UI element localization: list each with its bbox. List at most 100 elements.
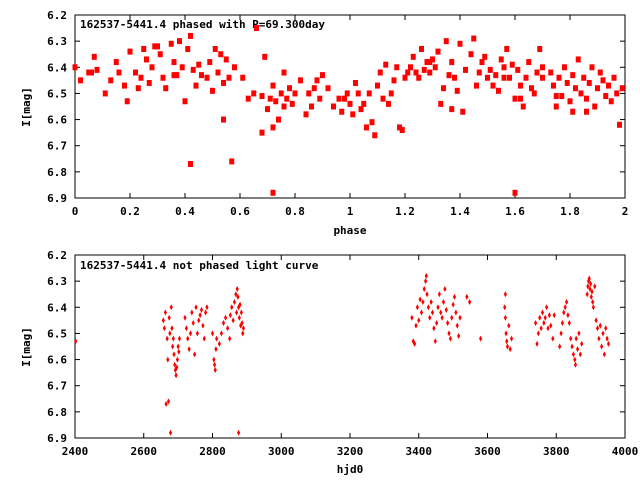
unphased-data-point: [598, 322, 602, 329]
phased-data-point: [460, 108, 466, 115]
unphased-data-point: [589, 280, 593, 287]
unphased-data-point: [588, 285, 592, 292]
unphased-data-point: [175, 364, 179, 371]
phased-data-point: [204, 74, 210, 81]
unphased-data-point: [600, 343, 604, 350]
unphased-data-point: [465, 293, 469, 300]
phased-data-point: [168, 40, 174, 47]
phased-data-point: [463, 66, 468, 73]
unphased-data-point: [546, 325, 550, 332]
unphased-data-point: [234, 291, 238, 298]
phased-data-point: [537, 45, 543, 52]
phased-data-point: [452, 74, 457, 81]
phased-data-point: [138, 74, 144, 81]
phased-data-point: [512, 189, 518, 196]
unphased-x-tick-label: 2400: [62, 445, 89, 458]
unphased-data-point: [174, 372, 178, 379]
phased-x-tick-label: 2: [622, 205, 629, 218]
unphased-x-tick-label: 3200: [337, 445, 364, 458]
unphased-data-point: [457, 333, 461, 340]
phased-data-point: [518, 82, 523, 89]
unphased-data-point: [168, 330, 172, 337]
unphased-y-tick-label: 6.6: [47, 354, 67, 367]
phased-data-point: [410, 53, 416, 60]
unphased-data-point: [535, 340, 539, 347]
unphased-y-tick-label: 6.3: [47, 275, 67, 288]
unphased-data-point: [562, 309, 566, 316]
phased-data-point: [592, 103, 598, 110]
phased-data-point: [573, 85, 578, 92]
unphased-data-point: [606, 340, 611, 347]
phased-y-tick-label: 6.6: [47, 114, 67, 127]
phased-data-point: [606, 82, 611, 89]
phased-data-point: [331, 103, 336, 110]
phased-data-point: [149, 64, 155, 71]
unphased-data-point: [163, 309, 168, 316]
phased-data-point: [380, 95, 386, 102]
phased-data-point: [383, 61, 389, 68]
phased-data-point: [325, 85, 331, 92]
phased-data-point: [155, 43, 160, 50]
phased-data-point: [221, 116, 226, 123]
phased-data-point: [133, 69, 138, 76]
phased-data-point: [265, 106, 270, 113]
phased-data-point: [468, 51, 474, 58]
unphased-data-point: [162, 325, 166, 332]
unphased-data-point: [410, 314, 414, 321]
phased-data-point: [207, 59, 213, 66]
phased-data-point: [251, 90, 257, 97]
unphased-data-point: [574, 335, 578, 342]
phased-data-point: [479, 59, 485, 66]
unphased-data-point: [577, 330, 581, 337]
unphased-plot-frame: [74, 254, 626, 439]
phased-data-point: [471, 35, 477, 42]
phased-data-point: [548, 69, 554, 76]
phased-data-point: [520, 103, 526, 110]
unphased-data-point: [232, 299, 237, 306]
phased-data-point: [223, 56, 229, 63]
unphased-x-tick-label: 3400: [406, 445, 433, 458]
unphased-data-point: [538, 314, 542, 321]
phased-data-point: [551, 82, 556, 89]
phased-data-point: [523, 74, 529, 81]
phased-data-point: [108, 77, 114, 84]
unphased-data-point: [221, 319, 226, 326]
phased-data-point: [575, 56, 581, 63]
phased-data-point: [358, 106, 364, 113]
phased-data-point: [394, 64, 400, 71]
unphased-data-point: [426, 304, 430, 311]
unphased-data-point: [173, 361, 177, 368]
unphased-data-point: [414, 322, 418, 329]
phased-data-point: [298, 77, 303, 84]
phased-data-point: [347, 100, 353, 107]
unphased-data-point: [597, 335, 601, 342]
unphased-data-point: [447, 330, 451, 337]
phased-data-point: [281, 69, 287, 76]
unphased-data-point: [443, 285, 447, 292]
phased-data-point: [171, 59, 177, 66]
phased-data-point: [529, 85, 534, 92]
phased-x-tick-label: 1.4: [450, 205, 470, 218]
phased-x-tick-label: 1: [347, 205, 354, 218]
phased-data-point: [289, 100, 295, 107]
phased-data-point: [457, 40, 463, 47]
unphased-data-point: [212, 356, 216, 363]
phased-data-point: [413, 69, 419, 76]
unphased-data-point: [191, 319, 195, 326]
unphased-data-point: [419, 309, 424, 316]
unphased-data-point: [444, 306, 448, 313]
phased-data-point: [177, 38, 182, 45]
unphased-data-point: [205, 304, 209, 311]
phased-data-point: [427, 69, 433, 76]
unphased-data-point: [428, 314, 432, 321]
phased-data-point: [311, 85, 317, 92]
phased-data-point: [570, 108, 576, 115]
unphased-y-tick-label: 6.9: [47, 432, 67, 445]
unphased-data-point: [212, 361, 217, 368]
unphased-data-point: [421, 299, 425, 306]
phased-data-point: [432, 64, 438, 71]
unphased-data-point: [172, 351, 176, 358]
phased-data-point: [589, 64, 595, 71]
unphased-data-point: [430, 309, 435, 316]
phased-x-tick-label: 1.6: [505, 205, 525, 218]
